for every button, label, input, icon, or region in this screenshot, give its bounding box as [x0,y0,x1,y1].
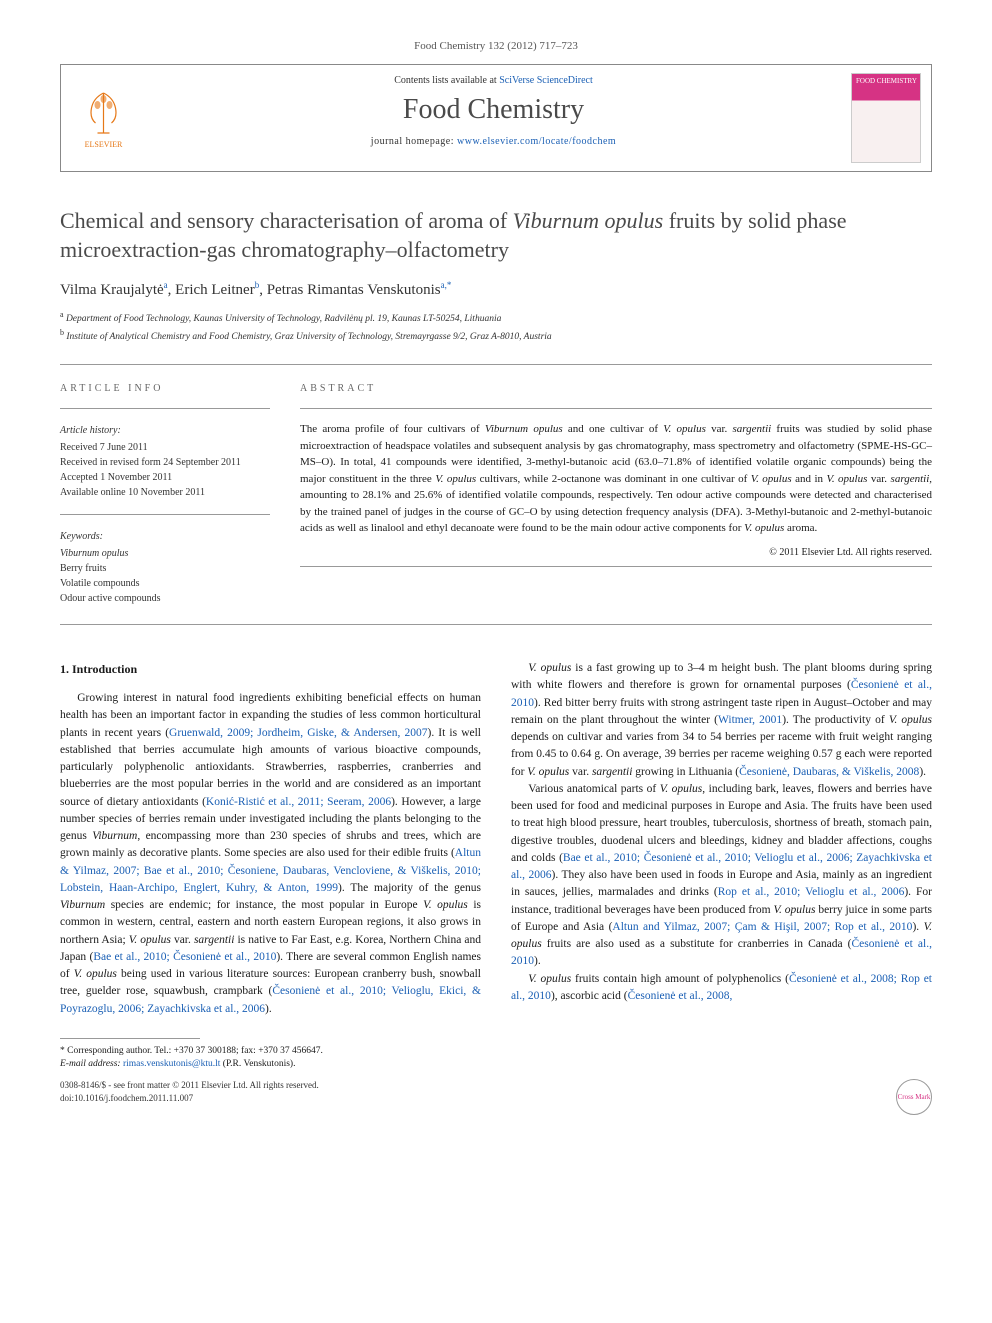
body-paragraph: Growing interest in natural food ingredi… [60,690,481,1018]
citation-link[interactable]: Bae et al., 2010; Česonienė et al., 2010 [93,951,276,963]
journal-cover-text: FOOD CHEMISTRY [856,78,917,85]
body-paragraph: Various anatomical parts of V. opulus, i… [511,781,932,971]
contents-available-line: Contents lists available at SciVerse Sci… [146,75,841,86]
author-2: Erich Leitner [175,282,255,298]
keyword-4: Odour active compounds [60,591,270,606]
revised-date: Received in revised form 24 September 20… [60,455,270,470]
publisher-logo-container: ELSEVIER [61,65,146,171]
page-footer-meta: 0308-8146/$ - see front matter © 2011 El… [60,1079,932,1115]
email-link[interactable]: rimas.venskutonis@ktu.lt [123,1059,220,1069]
citation-link[interactable]: Česonienė et al., 2008, [628,990,733,1002]
author-1-affiliation[interactable]: a [164,280,168,290]
divider [60,408,270,409]
divider [60,624,932,625]
affiliation-list: a Department of Food Technology, Kaunas … [60,309,932,344]
citation-link[interactable]: Gruenwald, 2009; Jordheim, Giske, & Ande… [169,727,427,739]
elsevier-tree-logo: ELSEVIER [71,83,136,153]
author-1: Vilma Kraujalytė [60,282,164,298]
journal-cover-thumbnail: FOOD CHEMISTRY [851,73,921,163]
article-body: 1. Introduction Growing interest in natu… [60,660,932,1071]
article-title: Chemical and sensory characterisation of… [60,207,932,264]
body-paragraph: V. opulus is a fast growing up to 3–4 m … [511,660,932,781]
contents-prefix: Contents lists available at [394,75,499,86]
journal-masthead: ELSEVIER Contents lists available at Sci… [60,64,932,172]
journal-homepage-line: journal homepage: www.elsevier.com/locat… [146,136,841,147]
doi-line: doi:10.1016/j.foodchem.2011.11.007 [60,1092,319,1105]
affiliation-b: Institute of Analytical Chemistry and Fo… [66,332,551,342]
corresponding-author-mark[interactable]: * [447,280,452,290]
citation-link[interactable]: Česonienė, Daubaras, & Viškelis, 2008 [739,766,919,778]
section-heading-introduction: 1. Introduction [60,660,481,678]
homepage-link[interactable]: www.elsevier.com/locate/foodchem [457,136,616,147]
abstract-copyright: © 2011 Elsevier Ltd. All rights reserved… [300,547,932,558]
header-citation: Food Chemistry 132 (2012) 717–723 [60,40,932,52]
title-species: Viburnum opulus [513,208,664,233]
svg-text:ELSEVIER: ELSEVIER [85,140,123,149]
footnote-separator [60,1038,200,1039]
article-history-head: Article history: [60,423,270,438]
keyword-2: Berry fruits [60,561,270,576]
keyword-3: Volatile compounds [60,576,270,591]
citation-link[interactable]: Altun and Yilmaz, 2007; Çam & Hişil, 200… [612,921,912,933]
corresponding-author-footnote: * Corresponding author. Tel.: +370 37 30… [60,1045,481,1072]
issn-line: 0308-8146/$ - see front matter © 2011 El… [60,1079,319,1092]
affiliation-a: Department of Food Technology, Kaunas Un… [66,314,501,324]
article-info-label: ARTICLE INFO [60,383,270,394]
abstract-text: The aroma profile of four cultivars of V… [300,421,932,537]
body-paragraph: V. opulus fruits contain high amount of … [511,971,932,1006]
author-list: Vilma Kraujalytėa, Erich Leitnerb, Petra… [60,280,932,299]
received-date: Received 7 June 2011 [60,440,270,455]
divider [300,566,932,567]
keyword-1: Viburnum opulus [60,546,270,561]
citation-link[interactable]: Witmer, 2001 [718,714,782,726]
title-text: Chemical and sensory characterisation of… [60,208,513,233]
email-label: E-mail address: [60,1059,121,1069]
divider [300,408,932,409]
online-date: Available online 10 November 2011 [60,485,270,500]
abstract-label: ABSTRACT [300,383,932,394]
author-2-affiliation[interactable]: b [255,280,260,290]
crossmark-icon[interactable]: Cross Mark [896,1079,932,1115]
sciencedirect-link[interactable]: SciVerse ScienceDirect [499,75,593,86]
journal-name: Food Chemistry [146,94,841,126]
journal-cover-container: FOOD CHEMISTRY [841,65,931,171]
author-3: Petras Rimantas Venskutonis [267,282,441,298]
homepage-prefix: journal homepage: [371,136,457,147]
divider [60,514,270,515]
keywords-head: Keywords: [60,529,270,544]
accepted-date: Accepted 1 November 2011 [60,470,270,485]
corr-author-contact: * Corresponding author. Tel.: +370 37 30… [60,1045,481,1058]
citation-link[interactable]: Rop et al., 2010; Velioglu et al., 2006 [718,886,905,898]
citation-link[interactable]: Konić-Ristić et al., 2011; Seeram, 2006 [206,796,391,808]
